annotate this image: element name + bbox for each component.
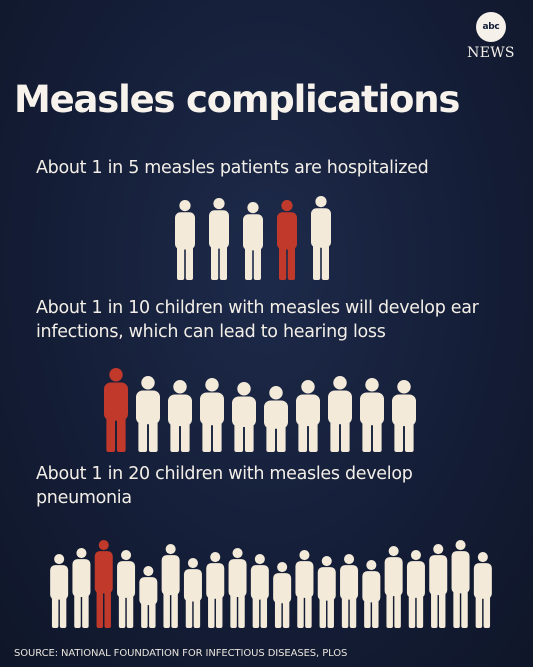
person-icon [200, 378, 224, 452]
figure-row-hospitalized [168, 196, 338, 280]
person-icon [295, 550, 314, 628]
stat-ear-infections-text: About 1 in 10 children with measles will… [36, 298, 479, 342]
person-icon [384, 546, 403, 628]
person-icon [250, 554, 269, 628]
person-icon [429, 544, 448, 628]
person-icon [362, 560, 381, 628]
source-note: SOURCE: NATIONAL FOUNDATION FOR INFECTIO… [14, 648, 348, 659]
person-icon [50, 554, 69, 628]
person-icon [72, 548, 91, 628]
person-icon [209, 198, 229, 280]
stat-pneumonia-text: About 1 in 20 children with measles deve… [36, 464, 413, 508]
person-icon [183, 558, 202, 628]
person-icon [360, 378, 384, 452]
stat-hospitalized-text: About 1 in 5 measles patients are hospit… [36, 158, 429, 178]
person-icon [451, 540, 470, 628]
person-icon [136, 376, 160, 452]
person-icon [206, 552, 225, 628]
person-icon [228, 548, 247, 628]
person-icon [117, 550, 136, 628]
figure-row-pneumonia [48, 536, 494, 628]
person-icon [243, 202, 263, 280]
person-icon [273, 562, 292, 628]
person-icon [406, 550, 425, 628]
person-icon [311, 196, 331, 280]
news-wordmark: NEWS [467, 45, 515, 61]
highlighted-person-icon [94, 540, 113, 628]
person-icon [328, 376, 352, 452]
page-title: Measles complications [14, 78, 460, 121]
person-icon [317, 556, 336, 628]
person-icon [161, 544, 180, 628]
person-icon [340, 554, 359, 628]
abc-logo-icon: abc [476, 12, 506, 42]
person-icon [139, 566, 158, 628]
person-icon [392, 380, 416, 452]
person-icon [232, 382, 256, 452]
abc-news-logo: abc NEWS [461, 12, 521, 61]
person-icon [264, 386, 288, 452]
person-icon [168, 380, 192, 452]
highlighted-person-icon [277, 200, 297, 280]
person-icon [473, 552, 492, 628]
highlighted-person-icon [104, 368, 128, 452]
person-icon [296, 380, 320, 452]
figure-row-ear-infections [100, 366, 420, 452]
person-icon [175, 200, 195, 280]
